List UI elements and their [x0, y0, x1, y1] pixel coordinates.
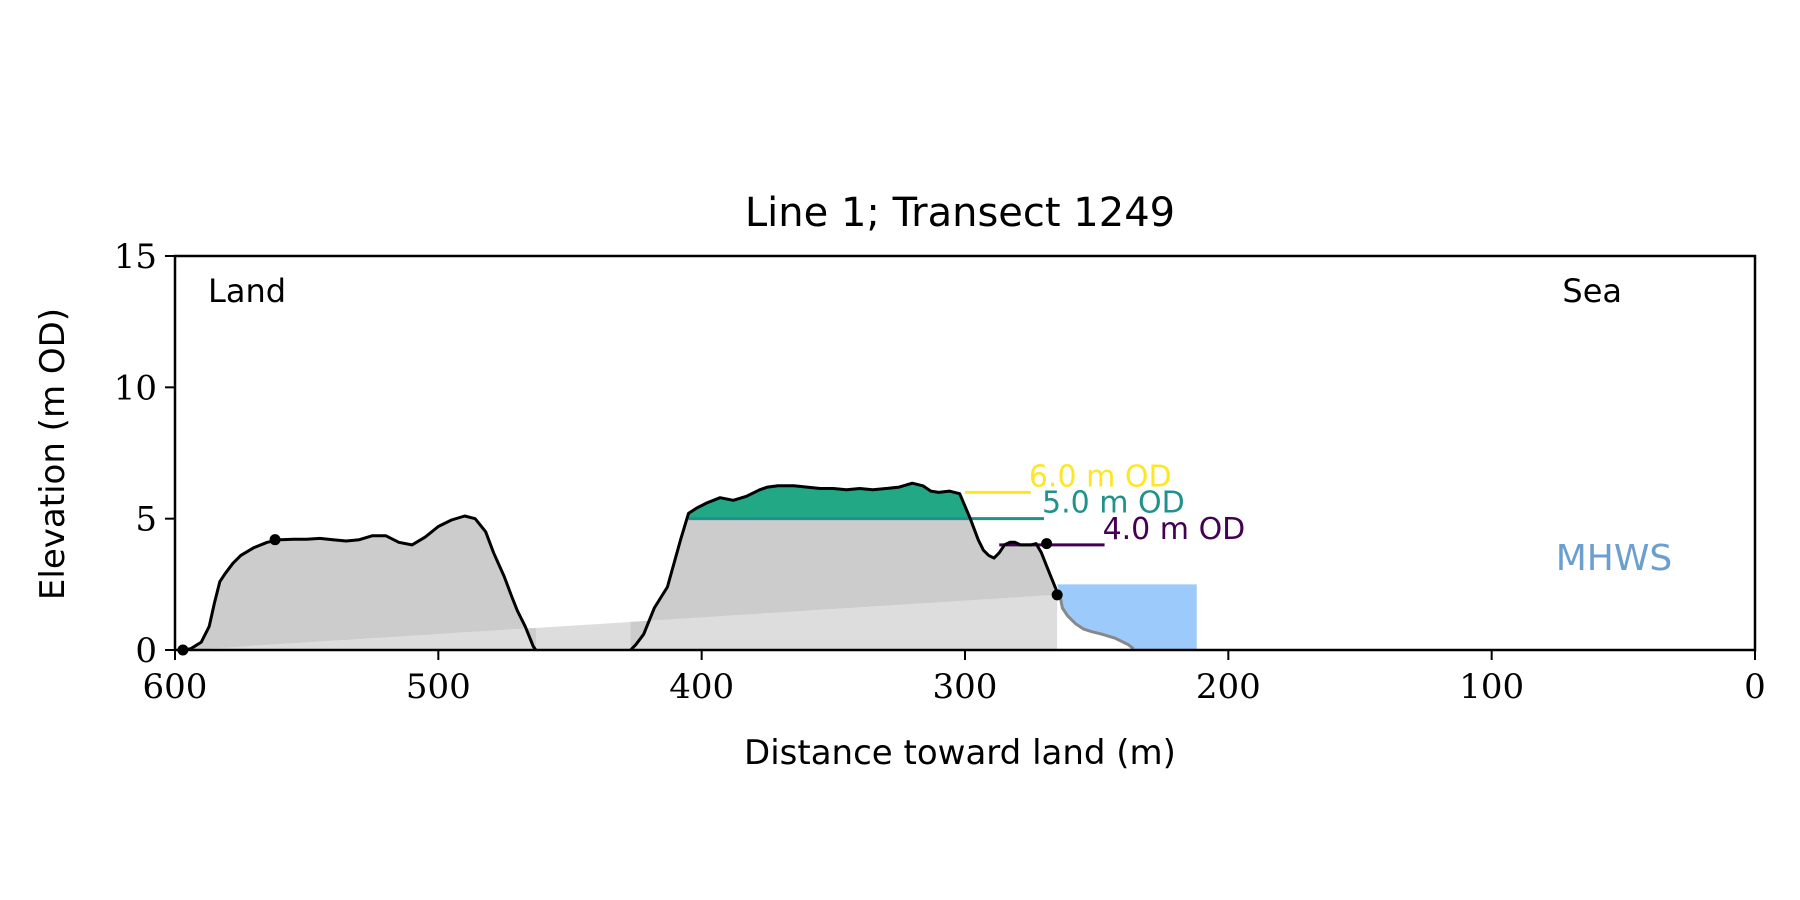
x-tick-label-400: 400	[669, 667, 734, 707]
contour-label-6-0: 6.0 m OD	[1029, 459, 1172, 494]
x-tick-label-200: 200	[1196, 667, 1261, 707]
marker-point-3	[1041, 538, 1053, 550]
sea-label: Sea	[1562, 272, 1622, 310]
land-label: Land	[208, 272, 286, 310]
profile-line-2	[629, 481, 1061, 652]
marker-point-2	[269, 534, 281, 546]
chart-title: Line 1; Transect 1249	[745, 190, 1175, 236]
baseline-wedge	[188, 594, 1058, 650]
x-axis-label: Distance toward land (m)	[744, 733, 1176, 773]
mhws-water-area	[1057, 584, 1197, 650]
x-tick-label-600: 600	[143, 667, 208, 707]
x-tick-label-0: 0	[1744, 667, 1766, 707]
y-tick-label-5: 5	[135, 500, 157, 540]
x-tick-label-100: 100	[1459, 667, 1524, 707]
contour-label-5-0: 5.0 m OD	[1042, 486, 1185, 521]
seaward-profile-line	[1058, 594, 1135, 650]
mhws-label: MHWS	[1556, 538, 1673, 579]
dune-area-1	[182, 516, 536, 650]
contour-label-4-0: 4.0 m OD	[1103, 512, 1246, 547]
y-axis-label: Elevation (m OD)	[33, 308, 73, 600]
x-tick-label-500: 500	[406, 667, 471, 707]
y-tick-label-10: 10	[114, 368, 157, 408]
x-tick-label-300: 300	[933, 667, 998, 707]
marker-point-4	[1051, 589, 1063, 601]
volume-above-5m-area	[688, 483, 976, 519]
y-tick-label-0: 0	[135, 631, 157, 671]
dune-area-2	[630, 483, 1060, 650]
profile-line-1	[182, 514, 538, 652]
y-tick-label-15: 15	[114, 237, 157, 277]
